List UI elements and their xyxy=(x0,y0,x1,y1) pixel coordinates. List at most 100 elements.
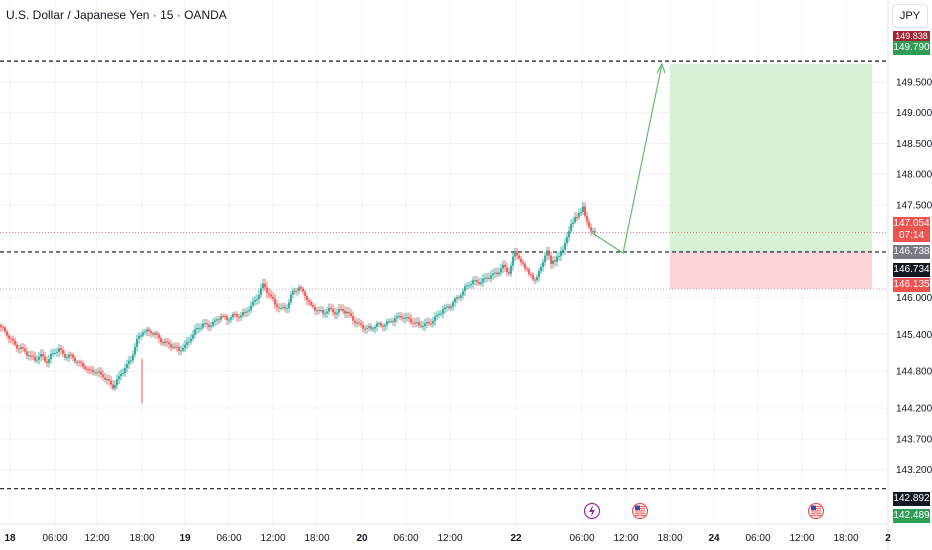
position-zones[interactable] xyxy=(670,64,872,290)
candle-body xyxy=(384,325,386,327)
candle-body xyxy=(544,255,546,263)
candle-body xyxy=(188,341,190,343)
candle-body xyxy=(28,355,30,357)
candle-body xyxy=(126,364,128,369)
candle-body xyxy=(338,309,340,313)
candle-body xyxy=(234,313,236,315)
candle-body xyxy=(476,280,478,283)
candle-body xyxy=(462,291,464,296)
candle-body xyxy=(12,338,14,341)
candle-body xyxy=(364,328,366,330)
candle-body xyxy=(418,322,420,326)
candle-body xyxy=(332,308,334,313)
candle-body xyxy=(334,312,336,315)
event-markers[interactable] xyxy=(583,502,825,520)
candle-body xyxy=(124,368,126,374)
candle-body xyxy=(34,356,36,361)
candle-body xyxy=(148,329,150,332)
price-tick-label: 147.500 xyxy=(896,201,932,212)
candle-body xyxy=(14,340,16,345)
candle-body xyxy=(570,224,572,232)
candle-body xyxy=(22,347,24,349)
price-tick-label: 145.400 xyxy=(896,330,932,341)
candle-body xyxy=(524,263,526,269)
time-tick-label: 19 xyxy=(179,533,191,544)
candle-body xyxy=(156,332,158,335)
candle-body xyxy=(96,372,98,374)
us-flag-event-icon[interactable] xyxy=(631,502,649,520)
candle-body xyxy=(594,231,596,233)
symbol-title[interactable]: U.S. Dollar / Japanese Yen · 15 · OANDA xyxy=(6,8,227,22)
candle-body xyxy=(118,376,120,380)
projection-arrow-line[interactable] xyxy=(591,63,663,255)
candle-body xyxy=(132,354,134,361)
candle-body xyxy=(46,361,48,364)
candle-body xyxy=(456,297,458,299)
candle-body xyxy=(294,290,296,292)
lightning-event-icon[interactable] xyxy=(583,502,601,520)
candle-body xyxy=(266,287,268,293)
price-tick-label: 149.000 xyxy=(896,108,932,119)
candle-body xyxy=(256,299,258,301)
currency-button[interactable]: JPY xyxy=(892,4,928,28)
price-axis[interactable]: 149.500 149.000 148.500 148.000 147.500 146.0… xyxy=(896,77,932,476)
candle-body xyxy=(206,323,208,325)
candle-body xyxy=(110,380,112,385)
candle-body xyxy=(198,327,200,329)
candle-body xyxy=(316,310,318,312)
candle-body xyxy=(122,373,124,375)
price-tick-label: 148.000 xyxy=(896,170,932,181)
candle-body xyxy=(250,305,252,311)
candle-body xyxy=(514,251,516,257)
candle-body xyxy=(66,357,68,359)
candle-body xyxy=(240,315,242,318)
candle-body xyxy=(436,314,438,317)
candle-body xyxy=(582,206,584,212)
candle-body xyxy=(164,341,166,344)
candle-body xyxy=(204,323,206,325)
candle-body xyxy=(98,371,100,373)
candle-body xyxy=(526,268,528,270)
flag-canton xyxy=(811,505,816,510)
time-tick-label: 18:00 xyxy=(304,533,329,544)
time-tick-label: 12:00 xyxy=(613,533,638,544)
time-axis[interactable]: 18 06:00 12:00 18:00 19 06:00 12:00 18:00 20 06:0… xyxy=(4,533,891,544)
chart-grid xyxy=(0,0,889,524)
candle-body xyxy=(80,361,82,363)
candle-body xyxy=(502,264,504,269)
candle-body xyxy=(358,322,360,324)
candle-body xyxy=(270,294,272,297)
candle-body xyxy=(214,320,216,323)
stop-zone[interactable] xyxy=(670,251,872,290)
candle-body xyxy=(142,332,144,336)
candle-body xyxy=(274,298,276,305)
candle-body xyxy=(386,321,388,326)
candle-body xyxy=(402,317,404,319)
candle-body xyxy=(472,280,474,285)
candle-body xyxy=(252,301,254,306)
projection-arrow[interactable] xyxy=(591,62,666,255)
price-label-target: 149.790 xyxy=(893,41,930,55)
price-tick-label: 143.200 xyxy=(896,465,932,476)
candle-body xyxy=(72,354,74,358)
candle-body xyxy=(182,347,184,351)
candle-body xyxy=(314,306,316,311)
candle-body xyxy=(408,317,410,319)
candle-body xyxy=(114,385,116,389)
us-flag-event-icon[interactable] xyxy=(807,502,825,520)
candle-body xyxy=(426,322,428,324)
horizontal-levels[interactable] xyxy=(0,60,888,490)
candle-body xyxy=(336,312,338,315)
target-zone[interactable] xyxy=(670,64,872,252)
candle-body xyxy=(76,361,78,363)
candle-body xyxy=(282,306,284,308)
candle-body xyxy=(8,335,10,339)
candle-body xyxy=(488,277,490,279)
candle-body xyxy=(360,323,362,326)
candle-body xyxy=(330,307,332,309)
candle-body xyxy=(444,307,446,310)
flag-stripe xyxy=(811,514,821,516)
candle-body xyxy=(492,273,494,276)
candle-body xyxy=(298,287,300,291)
